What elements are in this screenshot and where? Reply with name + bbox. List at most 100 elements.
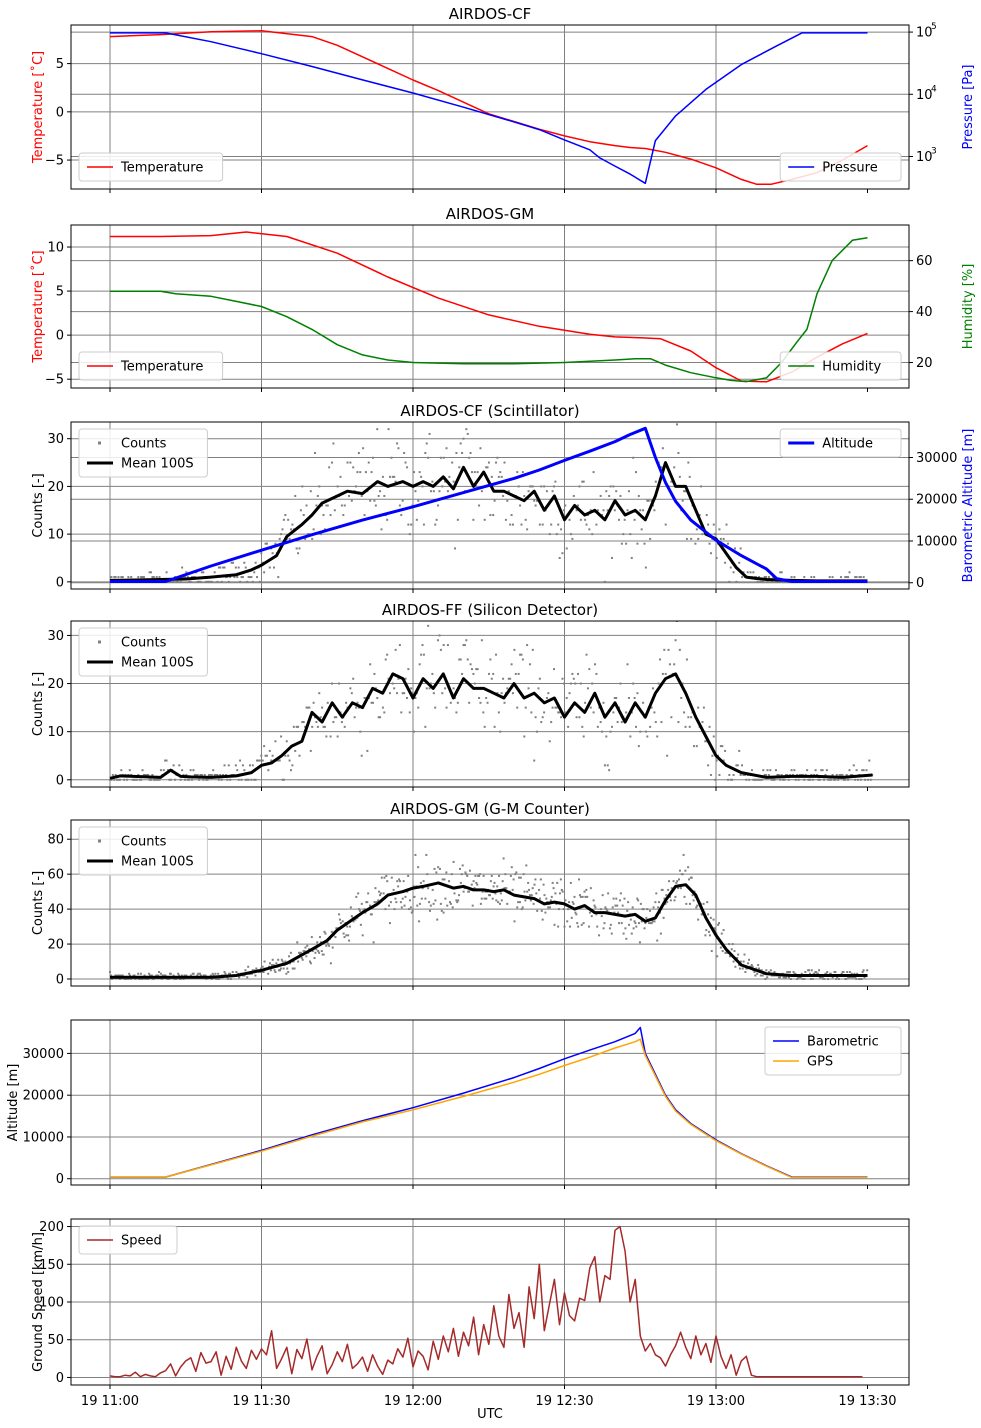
counts-point [608,494,611,497]
counts-point [841,773,844,776]
counts-point [643,542,646,545]
counts-point [298,754,301,757]
plot-area [109,423,868,583]
counts-point [262,971,265,974]
counts-point [282,518,285,521]
counts-point [309,962,312,965]
counts-point [329,514,332,517]
counts-point [314,951,317,954]
counts-point [362,447,365,450]
counts-point [577,504,580,507]
counts-point [646,499,649,502]
counts-point [622,533,625,536]
counts-point [216,978,219,981]
counts-point [760,580,763,583]
counts-point [636,692,639,695]
counts-point [435,871,438,874]
y-tick-label: 0 [56,105,64,120]
counts-point [774,769,777,772]
counts-point [222,773,225,776]
counts-point [653,509,656,512]
counts-point [808,778,811,781]
counts-point [554,706,557,709]
counts-point [442,456,445,459]
counts-point [519,876,522,879]
counts-point [357,452,360,455]
legend-label: Counts [121,636,167,651]
counts-point [738,964,741,967]
counts-point [564,504,567,507]
counts-point [359,730,362,733]
counts-point [513,648,516,651]
counts-point [322,953,325,956]
counts-point [808,972,811,975]
counts-point [181,769,184,772]
counts-point [487,461,490,464]
counts-point [621,904,624,907]
counts-point [227,580,230,583]
counts-point [657,682,660,685]
counts-point [159,769,162,772]
counts-point [609,923,612,926]
counts-point [196,580,199,583]
counts-point [128,769,131,772]
counts-point [592,899,595,902]
counts-point [528,888,531,891]
counts-point [607,892,610,895]
counts-point [591,533,594,536]
counts-point [486,466,489,469]
counts-point [813,972,816,975]
counts-point [645,916,648,919]
counts-point [743,773,746,776]
counts-point [489,514,492,517]
counts-point [387,677,390,680]
counts-point [514,672,517,675]
counts-point [374,504,377,507]
counts-point [690,716,693,719]
counts-point [229,576,232,579]
counts-point [728,955,731,958]
counts-point [463,644,466,647]
counts-point [489,658,492,661]
counts-point [618,899,621,902]
counts-point [470,883,473,886]
legend-box [779,152,902,182]
counts-point [614,904,617,907]
counts-point [405,466,408,469]
counts-point [396,442,399,445]
counts-point [811,778,814,781]
counts-point [186,778,189,781]
counts-point [274,971,277,974]
counts-point [776,580,779,583]
counts-point [835,978,838,981]
counts-point [673,899,676,902]
counts-point [579,518,582,521]
plot-area [110,231,868,383]
counts-point [188,580,191,583]
counts-point [869,778,872,781]
counts-point [309,749,312,752]
counts-point [610,725,613,728]
counts-point [326,504,329,507]
counts-point [289,528,292,531]
counts-point [543,485,546,488]
legend-label: Humidity [822,360,881,375]
y2-tick-exponent: 4 [931,84,937,94]
counts-point [719,946,722,949]
counts-point [350,915,353,918]
counts-point [461,864,464,867]
counts-point [698,514,701,517]
counts-point [705,740,708,743]
counts-point [367,461,370,464]
counts-point [562,509,565,512]
counts-point [360,754,363,757]
counts-point [355,895,358,898]
counts-point [536,499,539,502]
counts-point [410,523,413,526]
counts-point [585,653,588,656]
counts-point [333,716,336,719]
counts-point [661,672,664,675]
counts-point [274,542,277,545]
y-tick-label: 40 [47,903,64,918]
counts-point [500,475,503,478]
